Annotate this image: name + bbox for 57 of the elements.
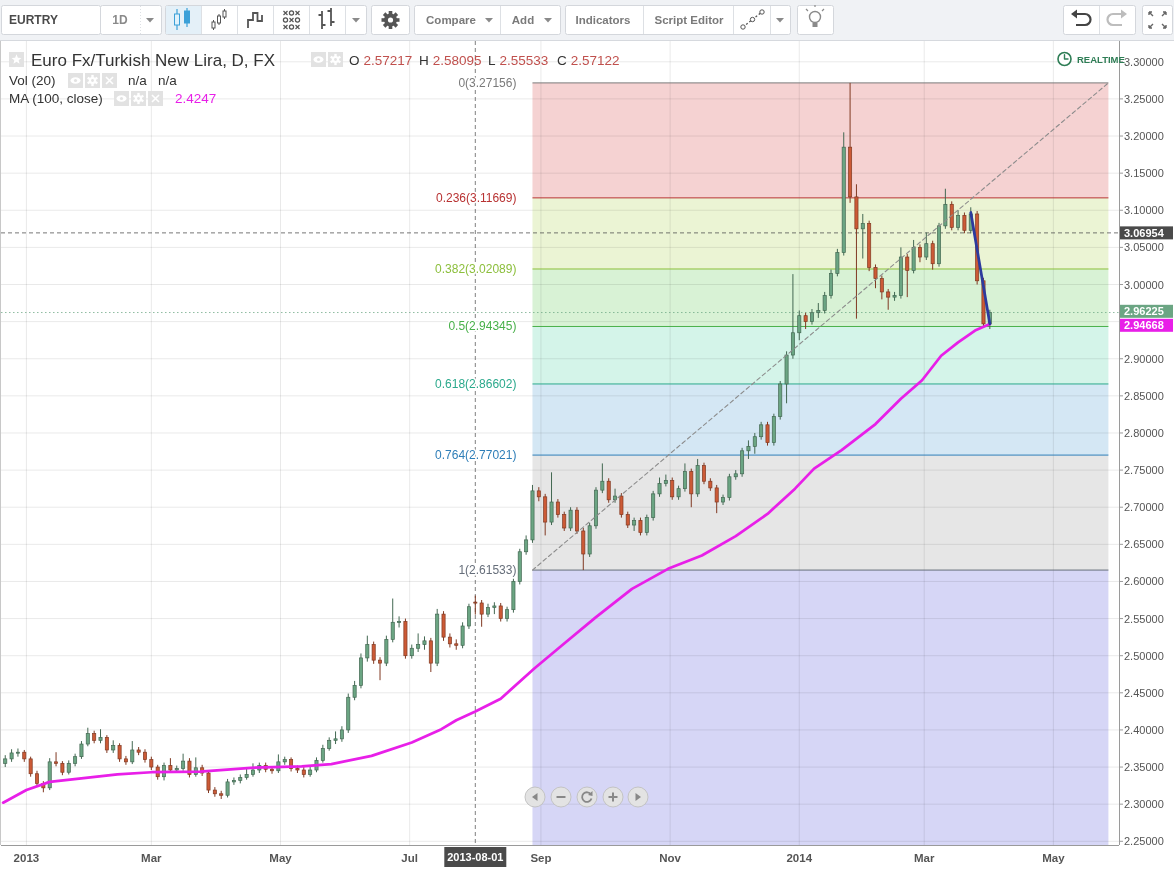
y-tick-label: 2.85000 (1124, 389, 1164, 402)
y-tick-label: 2.25000 (1124, 835, 1164, 848)
annotation: 2.4247 (175, 90, 217, 106)
y-tick-label: 3.05000 (1124, 241, 1164, 254)
text: 1D (112, 13, 128, 27)
text: 2.94668 (1124, 319, 1164, 332)
text: EURTRY (9, 13, 58, 27)
x-tick-label: 2014 (786, 852, 813, 864)
ref-line-label: 0.382(3.02089) (435, 261, 517, 276)
text: Indicators (575, 14, 631, 26)
ref-line-label: 2.96225 (1124, 305, 1164, 318)
annotation: n/a (128, 72, 148, 88)
text: Add (511, 14, 535, 26)
ref-line-label: 0.5(2.94345) (448, 319, 517, 334)
text: Euro Fx/Turkish New Lira, D, FX (31, 50, 276, 70)
ref-line-label: 0(3.27156) (458, 75, 517, 90)
y-tick-label: 3.10000 (1124, 204, 1164, 217)
y-tick-label: 3.20000 (1124, 130, 1164, 143)
y-tick-label: 2.30000 (1124, 798, 1164, 811)
x-tick-label: Nov (659, 852, 682, 864)
x-tick-label: Jul (401, 852, 418, 864)
y-tick-label: 2.70000 (1124, 501, 1164, 514)
text: Script Editor (654, 14, 725, 26)
ref-line-label: 1(2.61533) (458, 563, 517, 578)
y-tick-label: 3.00000 (1124, 278, 1164, 291)
ref-line-label: 3.06954 (1124, 226, 1165, 239)
annotation: L 2.55533 (488, 52, 549, 68)
y-tick-label: 2.75000 (1124, 464, 1164, 477)
x-tick-label: Sep (530, 852, 552, 864)
x-tick-label: May (269, 852, 293, 864)
y-tick-label: 2.60000 (1124, 575, 1164, 588)
y-tick-label: 2.55000 (1124, 612, 1164, 625)
ref-line-label: 0.236(3.11669) (435, 190, 517, 205)
y-tick-label: 2.40000 (1124, 723, 1164, 736)
annotation: O 2.57217 (349, 52, 413, 68)
x-tick-label: Mar (913, 852, 935, 864)
ref-line-label: 0.764(2.77021) (435, 448, 517, 463)
x-tick-label: 2013 (13, 852, 40, 864)
y-tick-label: 2.80000 (1124, 426, 1164, 439)
annotation: Vol (20) (9, 72, 56, 88)
ref-line-label: 0.618(2.86602) (435, 376, 517, 391)
annotation: REALTIME (1077, 54, 1125, 65)
annotation: C 2.57122 (557, 52, 620, 68)
y-tick-label: 2.65000 (1124, 538, 1164, 551)
y-tick-label: 2.50000 (1124, 649, 1164, 662)
annotation: MA (100, close) (9, 90, 103, 106)
y-tick-label: 3.25000 (1124, 92, 1164, 105)
x-tick-label: May (1042, 852, 1066, 864)
text: Compare (426, 14, 476, 26)
y-tick-label: 3.30000 (1124, 55, 1164, 68)
annotation: n/a (158, 72, 178, 88)
y-tick-label: 2.45000 (1124, 686, 1164, 699)
annotation: H 2.58095 (419, 52, 482, 68)
y-tick-label: 2.35000 (1124, 761, 1164, 774)
y-tick-label: 3.15000 (1124, 167, 1164, 180)
y-tick-label: 2.90000 (1124, 352, 1164, 365)
x-tick-label: Mar (141, 852, 163, 864)
